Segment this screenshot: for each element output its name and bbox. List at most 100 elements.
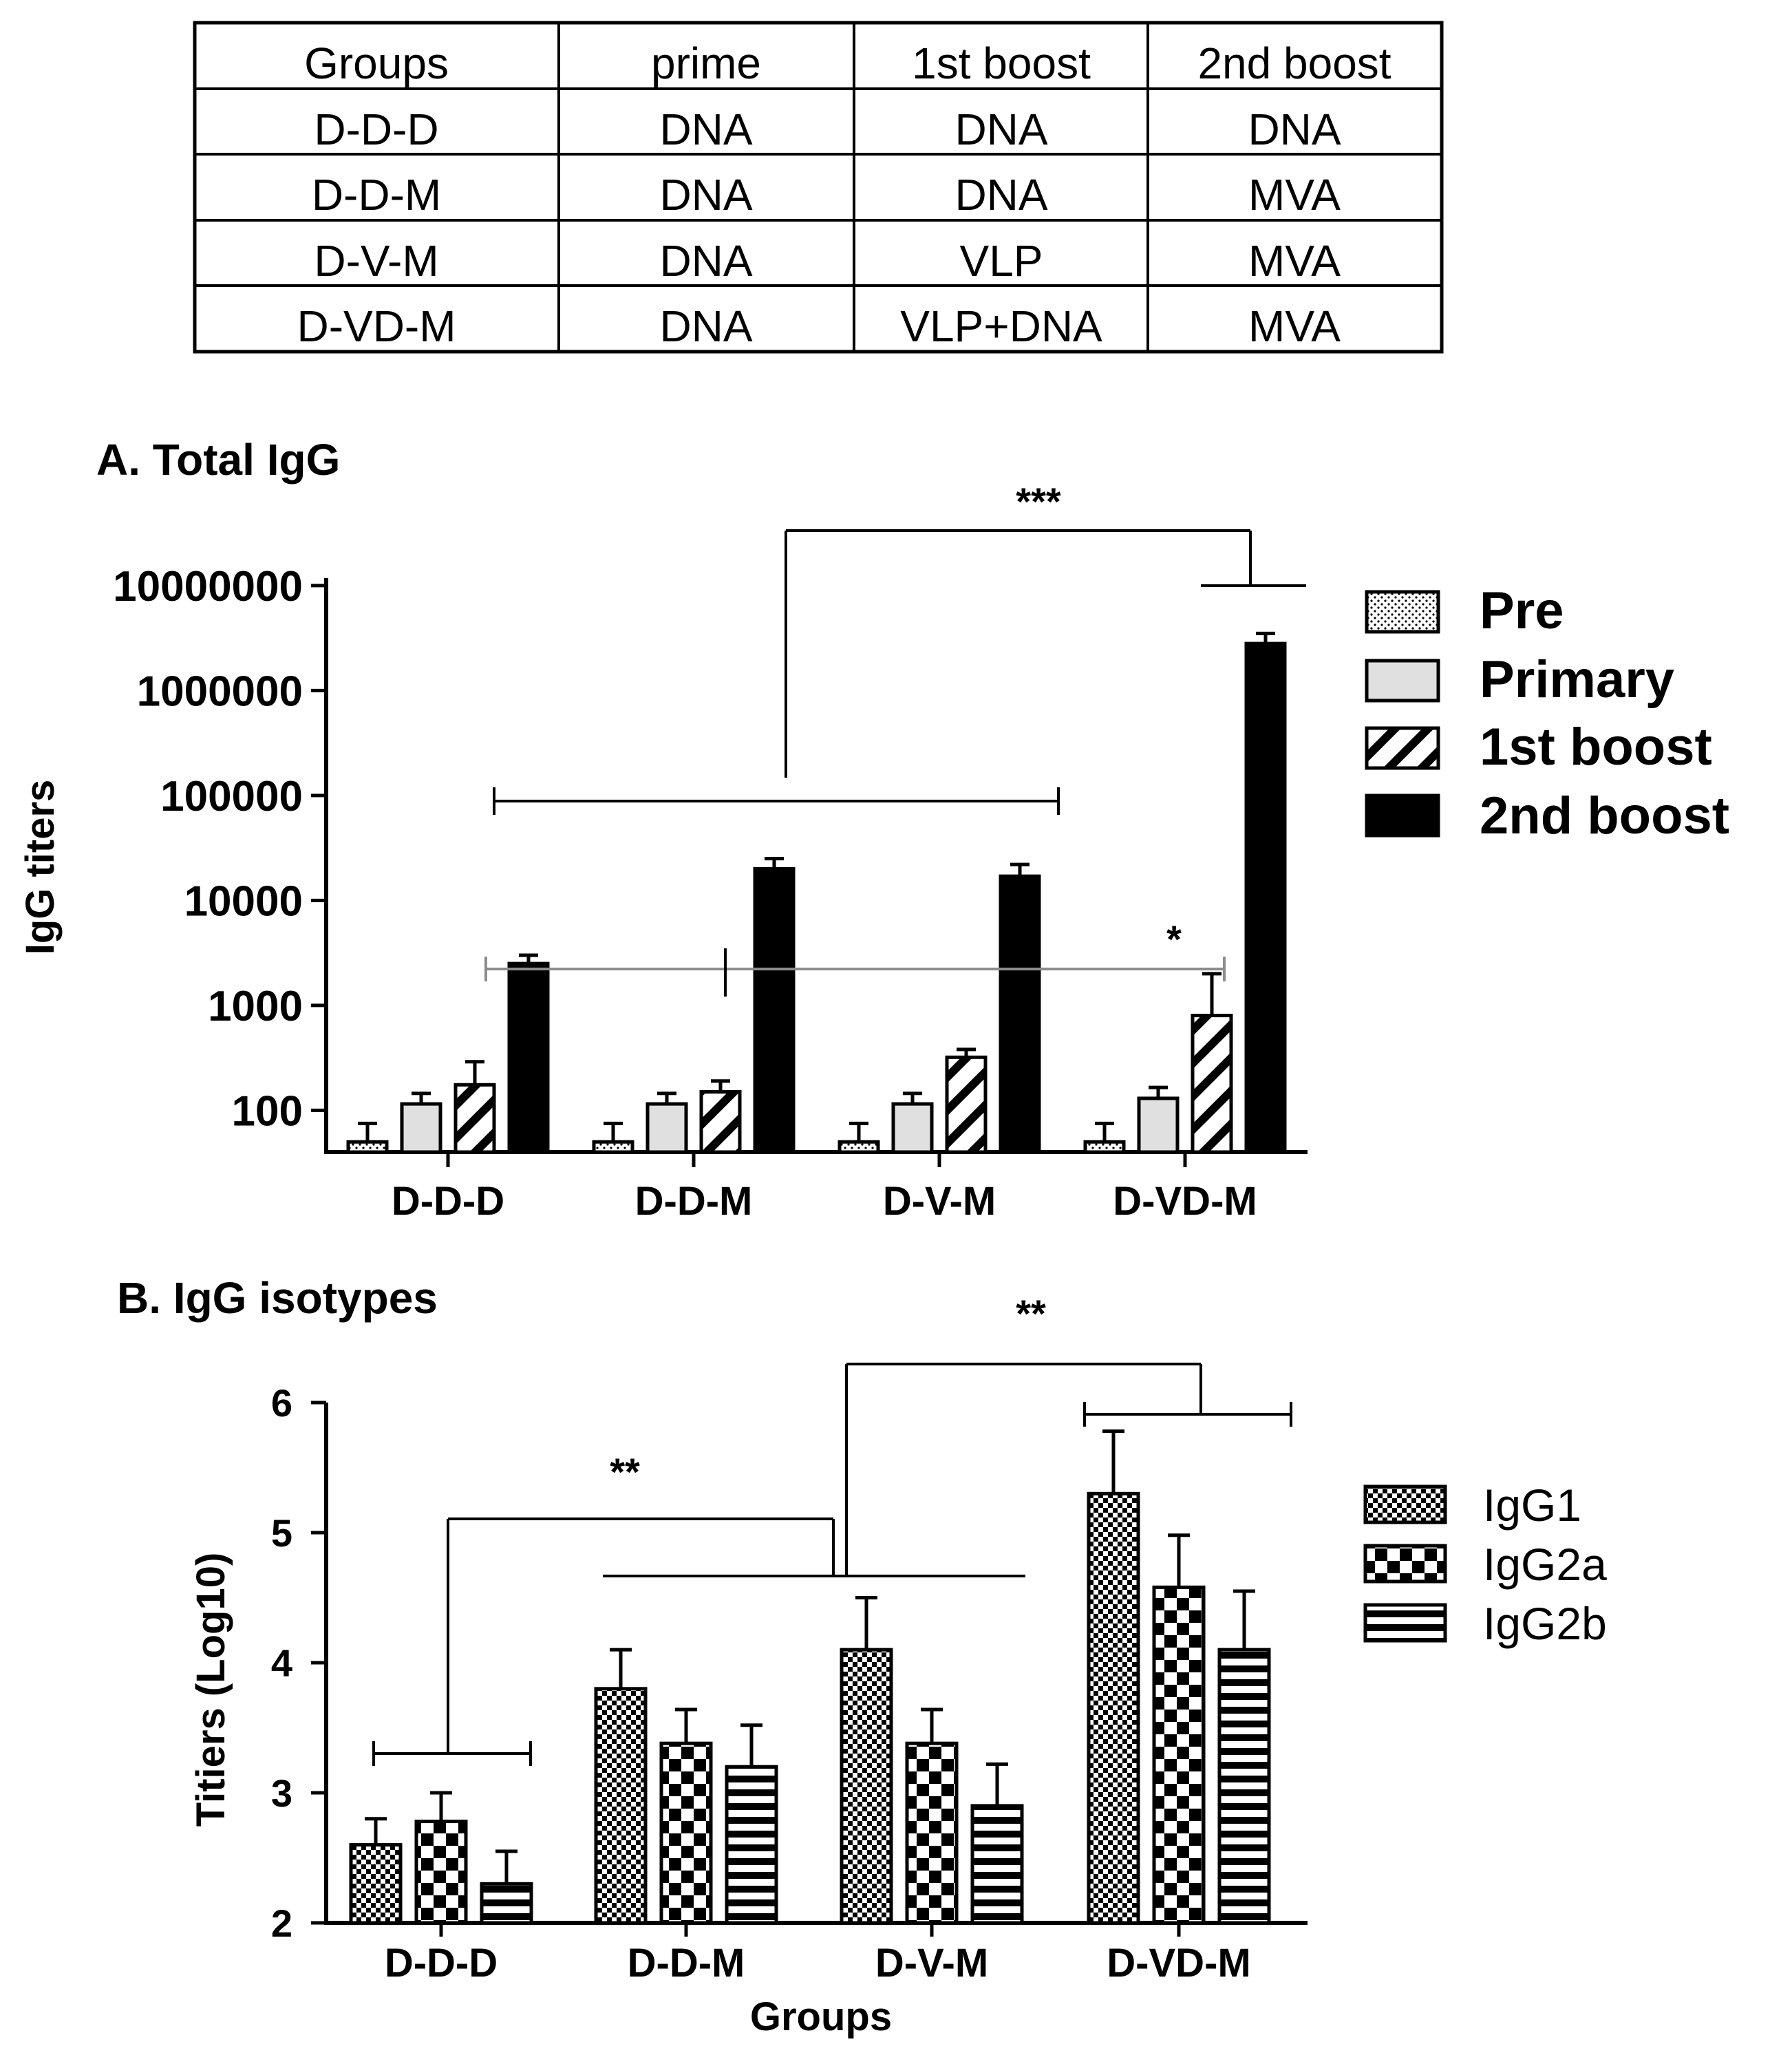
- chart-b-x-tick-label: D-D-M: [628, 1941, 745, 1985]
- chart-a-y-tick-label: 100000: [160, 773, 303, 820]
- chart-b-title: B. IgG isotypes: [117, 1273, 438, 1323]
- bar-d-vd-m-1st-boost: [1191, 1014, 1233, 1154]
- bar-d-vd-m-primary: [1137, 1096, 1180, 1154]
- legend-label-primary: Primary: [1480, 650, 1674, 709]
- chart-a-y-tick-label: 100: [232, 1087, 303, 1135]
- bar-d-v-m-igg2b: [970, 1804, 1024, 1925]
- table-header-2nd-boost: 2nd boost: [1197, 39, 1391, 88]
- legend-swatch-primary: [1365, 659, 1440, 703]
- legend-swatch-igg1: [1363, 1484, 1447, 1524]
- bar-d-d-d-1st-boost: [454, 1083, 496, 1154]
- bar-d-d-m-2nd-boost: [753, 866, 796, 1154]
- bar-d-vd-m-igg2a: [1152, 1585, 1206, 1925]
- table-cell: DNA: [954, 170, 1047, 220]
- chart-b: B. IgG isotypes Titiers (Log10) Groups 2…: [117, 1273, 1607, 2039]
- chart-a-significance-triple: ***: [493, 480, 1306, 815]
- bar-d-v-m-igg1: [840, 1648, 893, 1925]
- chart-a-x-tick-label: D-VD-M: [1113, 1179, 1257, 1224]
- chart-b-y-tick-label: 5: [271, 1511, 292, 1555]
- chart-a-significance-single: *: [484, 917, 1226, 997]
- legend-swatch-pre: [1365, 590, 1440, 634]
- table-cell: DNA: [1248, 105, 1341, 154]
- bar-d-d-d-2nd-boost: [507, 961, 550, 1154]
- legend-swatch-2nd-boost: [1365, 794, 1440, 838]
- bar-d-d-m-pre: [592, 1140, 634, 1154]
- bar-d-vd-m-igg1: [1087, 1491, 1140, 1925]
- table-cell: VLP+DNA: [900, 301, 1102, 351]
- bar-d-d-d-igg2b: [480, 1882, 533, 1925]
- chart-b-y-tick-label: 6: [271, 1381, 292, 1425]
- legend-label-igg2a: IgG2a: [1483, 1539, 1607, 1590]
- chart-b-x-axis-label: Groups: [750, 1994, 892, 2039]
- bar-d-d-m-1st-boost: [699, 1089, 742, 1154]
- bar-d-d-d-igg2a: [414, 1820, 468, 1925]
- table-cell: DNA: [659, 236, 752, 286]
- chart-a-title: A. Total IgG: [96, 435, 340, 485]
- table-header-groups: Groups: [304, 39, 449, 88]
- table-cell: DNA: [659, 170, 752, 220]
- chart-b-y-tick-label: 2: [271, 1902, 292, 1945]
- bar-d-v-m-pre: [838, 1140, 880, 1154]
- chart-a-x-tick-label: D-V-M: [883, 1179, 996, 1224]
- table-cell: VLP: [960, 236, 1043, 286]
- chart-b-legend: IgG1 IgG2a IgG2b: [1363, 1480, 1607, 1649]
- regimen-table: Groups prime 1st boost 2nd boost D-D-D D…: [193, 21, 1444, 354]
- table-header-1st-boost: 1st boost: [912, 39, 1091, 88]
- table-cell: D-D-D: [314, 105, 438, 154]
- chart-a-sig-label: *: [1166, 917, 1182, 961]
- chart-a-y-axis-label: IgG titers: [18, 780, 63, 955]
- chart-a-legend: Pre Primary 1st boost 2nd boost: [1365, 582, 1729, 845]
- table-cell: DNA: [954, 105, 1047, 154]
- bar-d-vd-m-2nd-boost: [1244, 641, 1287, 1154]
- legend-label-1st-boost: 1st boost: [1480, 718, 1712, 776]
- chart-b-y-axis-label: Titiers (Log10): [189, 1553, 233, 1827]
- chart-b-x-tick-label: D-V-M: [875, 1941, 988, 1985]
- chart-a-y-tick-label: 1000: [208, 983, 303, 1030]
- bar-d-d-d-igg1: [349, 1843, 403, 1925]
- bar-d-vd-m-pre: [1083, 1140, 1126, 1154]
- legend-label-igg2b: IgG2b: [1483, 1598, 1607, 1649]
- chart-a-y-tick-label: 10000000: [113, 563, 303, 610]
- legend-swatch-igg2a: [1363, 1544, 1447, 1584]
- chart-b-sig-label: **: [610, 1450, 640, 1493]
- bar-d-v-m-1st-boost: [945, 1055, 988, 1154]
- legend-swatch-igg2b: [1363, 1603, 1447, 1643]
- legend-label-igg1: IgG1: [1483, 1480, 1581, 1531]
- legend-swatch-1st-boost: [1365, 726, 1440, 770]
- chart-b-y-tick-label: 4: [271, 1641, 292, 1685]
- chart-b-significance: ** **: [372, 1292, 1292, 1766]
- bar-d-v-m-2nd-boost: [999, 874, 1041, 1154]
- bar-d-v-m-igg2a: [905, 1741, 959, 1925]
- table-header-prime: prime: [651, 39, 761, 88]
- chart-b-y-tick-label: 3: [271, 1771, 292, 1815]
- table-cell: D-V-M: [314, 236, 438, 286]
- bar-d-d-m-igg2b: [725, 1765, 778, 1925]
- bar-d-d-d-pre: [346, 1140, 389, 1154]
- chart-a-y-tick-label: 10000: [184, 877, 303, 925]
- chart-b-x-tick-label: D-VD-M: [1107, 1941, 1250, 1985]
- legend-label-2nd-boost: 2nd boost: [1480, 787, 1729, 845]
- legend-label-pre: Pre: [1480, 582, 1564, 640]
- chart-a-y-tick-label: 1000000: [137, 668, 303, 715]
- bar-d-d-m-igg2a: [659, 1741, 713, 1925]
- table-cell: MVA: [1248, 301, 1341, 351]
- chart-a: A. Total IgG IgG titers 100 1000 10000 1000…: [18, 435, 1729, 1224]
- table-cell: MVA: [1248, 236, 1341, 286]
- chart-b-x-tick-label: D-D-D: [385, 1941, 498, 1985]
- bar-d-vd-m-igg2b: [1217, 1648, 1271, 1925]
- chart-b-sig-label: **: [1016, 1292, 1046, 1335]
- table-cell: MVA: [1248, 170, 1341, 220]
- chart-a-sig-label: ***: [1016, 480, 1061, 523]
- table-cell: D-VD-M: [297, 301, 456, 351]
- table-cell: DNA: [659, 105, 752, 154]
- table-cell: DNA: [659, 301, 752, 351]
- bar-d-d-d-primary: [400, 1102, 442, 1154]
- chart-a-x-tick-label: D-D-D: [392, 1179, 504, 1224]
- chart-a-x-tick-label: D-D-M: [635, 1179, 753, 1224]
- bar-d-d-m-primary: [646, 1102, 688, 1154]
- bar-d-d-m-igg1: [594, 1687, 648, 1925]
- table-cell: D-D-M: [312, 170, 441, 220]
- bar-d-v-m-primary: [891, 1102, 934, 1154]
- table-border: [193, 21, 1444, 354]
